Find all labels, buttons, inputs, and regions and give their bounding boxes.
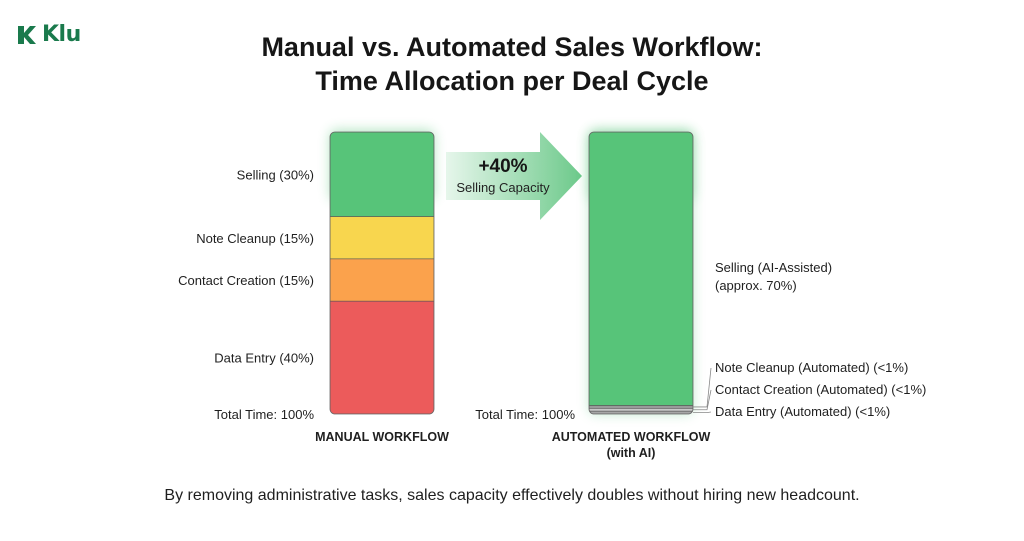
- automated-segment-3: [589, 408, 693, 412]
- klu-logo-icon: [18, 26, 36, 44]
- capacity-arrow: [446, 132, 582, 220]
- chart-title-line-1: Manual vs. Automated Sales Workflow:: [261, 32, 763, 62]
- automated-bar-stack: [589, 132, 693, 414]
- manual-bar-outline: [329, 131, 435, 415]
- manual-total-label: Total Time: 100%: [214, 407, 314, 422]
- manual-segment-1: [330, 132, 434, 217]
- manual-segment-label-3: Contact Creation (15%): [178, 273, 314, 288]
- automated-segment-2: [589, 405, 693, 409]
- automated-column-label: AUTOMATED WORKFLOW: [552, 430, 711, 444]
- capacity-gain-label: Selling Capacity: [456, 180, 550, 195]
- manual-segment-2: [330, 216, 434, 260]
- brand-name: Klu: [42, 22, 81, 47]
- automated-segment-label-3: Contact Creation (Automated) (<1%): [715, 382, 926, 397]
- automated-segment-4: [589, 410, 693, 414]
- automated-total-label: Total Time: 100%: [475, 407, 575, 422]
- automated-segment-1: [589, 132, 693, 406]
- brand-logo: Klu: [16, 24, 81, 46]
- chart-title-line-2: Time Allocation per Deal Cycle: [315, 66, 709, 96]
- manual-segment-label-2: Note Cleanup (15%): [196, 231, 314, 246]
- automated-segment-label-2: Note Cleanup (Automated) (<1%): [715, 360, 908, 375]
- automated-leader-line-2: [693, 367, 712, 408]
- manual-segment-label-4: Data Entry (40%): [214, 351, 314, 366]
- footer-note: By removing administrative tasks, sales …: [164, 487, 860, 504]
- automated-leader-line-3: [693, 389, 712, 411]
- chart-title: Manual vs. Automated Sales Workflow: Tim…: [0, 30, 1024, 98]
- manual-segment-label-1: Selling (30%): [237, 167, 314, 182]
- automated-bar-outline: [588, 131, 694, 415]
- automated-segment-label-4: Data Entry (Automated) (<1%): [715, 404, 890, 419]
- manual-bar-stack: [330, 132, 434, 414]
- automated-column-label-line-2: (with AI): [607, 446, 656, 460]
- manual-segment-4: [330, 300, 434, 414]
- automated-segment-label-1-line-2: (approx. 70%): [715, 278, 797, 293]
- manual-column-label: MANUAL WORKFLOW: [315, 430, 449, 444]
- automated-leader-line-4: [693, 411, 712, 413]
- capacity-gain-value: +40%: [478, 156, 528, 177]
- manual-segment-3: [330, 258, 434, 302]
- automated-segment-label-1: Selling (AI-Assisted): [715, 260, 832, 275]
